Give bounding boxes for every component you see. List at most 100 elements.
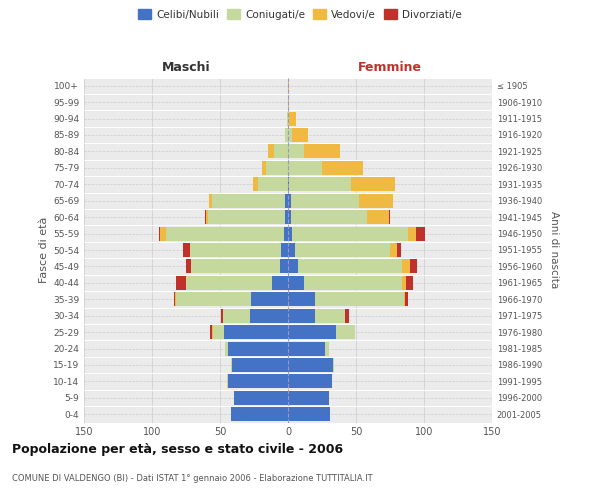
Bar bbox=[402, 276, 406, 290]
Bar bbox=[350, 178, 395, 192]
Bar bbox=[205, 210, 206, 224]
Bar bbox=[288, 358, 333, 372]
Bar bbox=[231, 408, 288, 422]
Text: Femmine: Femmine bbox=[358, 61, 422, 74]
Bar bbox=[183, 243, 190, 257]
Bar bbox=[281, 243, 288, 257]
Bar bbox=[416, 226, 425, 240]
Bar bbox=[389, 210, 390, 224]
Bar bbox=[258, 178, 288, 192]
Bar bbox=[285, 210, 288, 224]
Bar bbox=[190, 243, 281, 257]
Bar bbox=[292, 226, 407, 240]
Bar bbox=[160, 226, 166, 240]
Bar bbox=[233, 391, 288, 405]
Bar bbox=[206, 210, 208, 224]
Bar bbox=[304, 276, 402, 290]
Bar bbox=[176, 276, 186, 290]
Bar bbox=[359, 194, 393, 207]
Bar bbox=[367, 210, 389, 224]
Bar bbox=[166, 226, 284, 240]
Bar bbox=[228, 342, 288, 355]
Bar bbox=[315, 308, 345, 322]
Bar bbox=[402, 260, 410, 274]
Bar bbox=[410, 260, 417, 274]
Bar bbox=[288, 178, 289, 192]
Bar bbox=[288, 276, 304, 290]
Bar bbox=[209, 194, 212, 207]
Bar bbox=[288, 342, 325, 355]
Bar bbox=[174, 292, 175, 306]
Bar bbox=[289, 178, 350, 192]
Bar bbox=[295, 243, 390, 257]
Bar bbox=[251, 292, 288, 306]
Bar bbox=[211, 325, 212, 339]
Text: Maschi: Maschi bbox=[161, 61, 211, 74]
Bar bbox=[288, 78, 289, 92]
Bar bbox=[407, 226, 416, 240]
Bar bbox=[298, 260, 402, 274]
Bar bbox=[213, 325, 224, 339]
Bar bbox=[250, 308, 288, 322]
Bar bbox=[224, 325, 288, 339]
Bar bbox=[268, 144, 274, 158]
Bar bbox=[315, 292, 404, 306]
Bar bbox=[176, 292, 251, 306]
Bar bbox=[288, 194, 291, 207]
Bar bbox=[226, 342, 228, 355]
Bar bbox=[288, 95, 289, 109]
Bar bbox=[228, 374, 288, 388]
Bar bbox=[287, 112, 288, 126]
Bar bbox=[289, 112, 296, 126]
Bar bbox=[186, 276, 272, 290]
Bar bbox=[288, 260, 298, 274]
Bar bbox=[232, 358, 288, 372]
Bar bbox=[288, 144, 304, 158]
Bar bbox=[223, 308, 250, 322]
Bar bbox=[292, 128, 308, 142]
Text: Popolazione per età, sesso e stato civile - 2006: Popolazione per età, sesso e stato civil… bbox=[12, 442, 343, 456]
Bar bbox=[288, 128, 292, 142]
Bar bbox=[288, 292, 315, 306]
Bar bbox=[288, 243, 295, 257]
Bar bbox=[322, 161, 363, 175]
Bar bbox=[288, 112, 289, 126]
Bar bbox=[288, 408, 330, 422]
Bar bbox=[404, 292, 405, 306]
Text: COMUNE DI VALDENGO (BI) - Dati ISTAT 1° gennaio 2006 - Elaborazione TUTTITALIA.I: COMUNE DI VALDENGO (BI) - Dati ISTAT 1° … bbox=[12, 474, 373, 483]
Bar bbox=[186, 260, 191, 274]
Bar bbox=[175, 292, 176, 306]
Bar bbox=[335, 325, 355, 339]
Bar bbox=[291, 210, 367, 224]
Bar bbox=[325, 342, 329, 355]
Bar bbox=[284, 226, 288, 240]
Bar bbox=[288, 374, 332, 388]
Bar bbox=[291, 194, 359, 207]
Bar bbox=[262, 161, 266, 175]
Bar bbox=[266, 161, 288, 175]
Bar bbox=[288, 210, 291, 224]
Bar bbox=[253, 178, 258, 192]
Bar bbox=[191, 260, 280, 274]
Bar bbox=[345, 308, 349, 322]
Bar bbox=[288, 325, 335, 339]
Y-axis label: Anni di nascita: Anni di nascita bbox=[549, 212, 559, 288]
Bar bbox=[390, 243, 397, 257]
Legend: Celibi/Nubili, Coniugati/e, Vedovi/e, Divorziati/e: Celibi/Nubili, Coniugati/e, Vedovi/e, Di… bbox=[134, 5, 466, 24]
Bar bbox=[333, 358, 334, 372]
Bar bbox=[288, 308, 315, 322]
Bar bbox=[285, 194, 288, 207]
Bar bbox=[221, 308, 223, 322]
Bar bbox=[159, 226, 160, 240]
Bar bbox=[208, 210, 285, 224]
Bar bbox=[405, 292, 407, 306]
Bar bbox=[212, 194, 285, 207]
Bar bbox=[406, 276, 413, 290]
Bar bbox=[288, 391, 329, 405]
Bar bbox=[288, 161, 322, 175]
Bar bbox=[227, 374, 228, 388]
Bar bbox=[285, 128, 288, 142]
Bar bbox=[274, 144, 288, 158]
Bar bbox=[304, 144, 340, 158]
Bar bbox=[231, 358, 232, 372]
